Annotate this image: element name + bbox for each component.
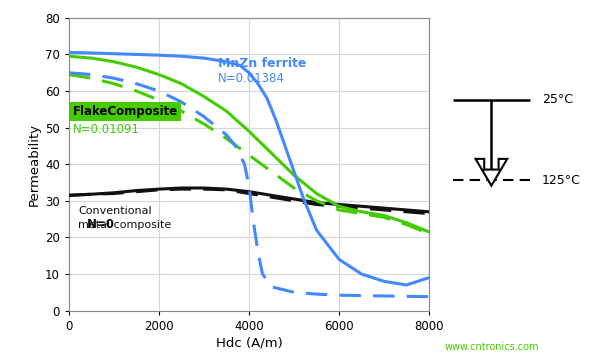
Text: FlakeComposite: FlakeComposite (73, 105, 178, 118)
Text: www.cntronics.com: www.cntronics.com (445, 342, 539, 352)
Text: 25°C: 25°C (542, 94, 573, 106)
FancyArrow shape (476, 159, 507, 186)
X-axis label: Hdc (A/m): Hdc (A/m) (215, 337, 283, 350)
Text: N=0: N=0 (86, 218, 115, 231)
Text: N=0.01384: N=0.01384 (218, 72, 284, 85)
Y-axis label: Permeability: Permeability (28, 123, 41, 206)
Text: 125°C: 125°C (542, 174, 581, 187)
Text: N=0.01091: N=0.01091 (73, 123, 140, 136)
Text: Conventional
metal composite: Conventional metal composite (78, 206, 171, 230)
Text: MnZn ferrite: MnZn ferrite (218, 57, 306, 70)
